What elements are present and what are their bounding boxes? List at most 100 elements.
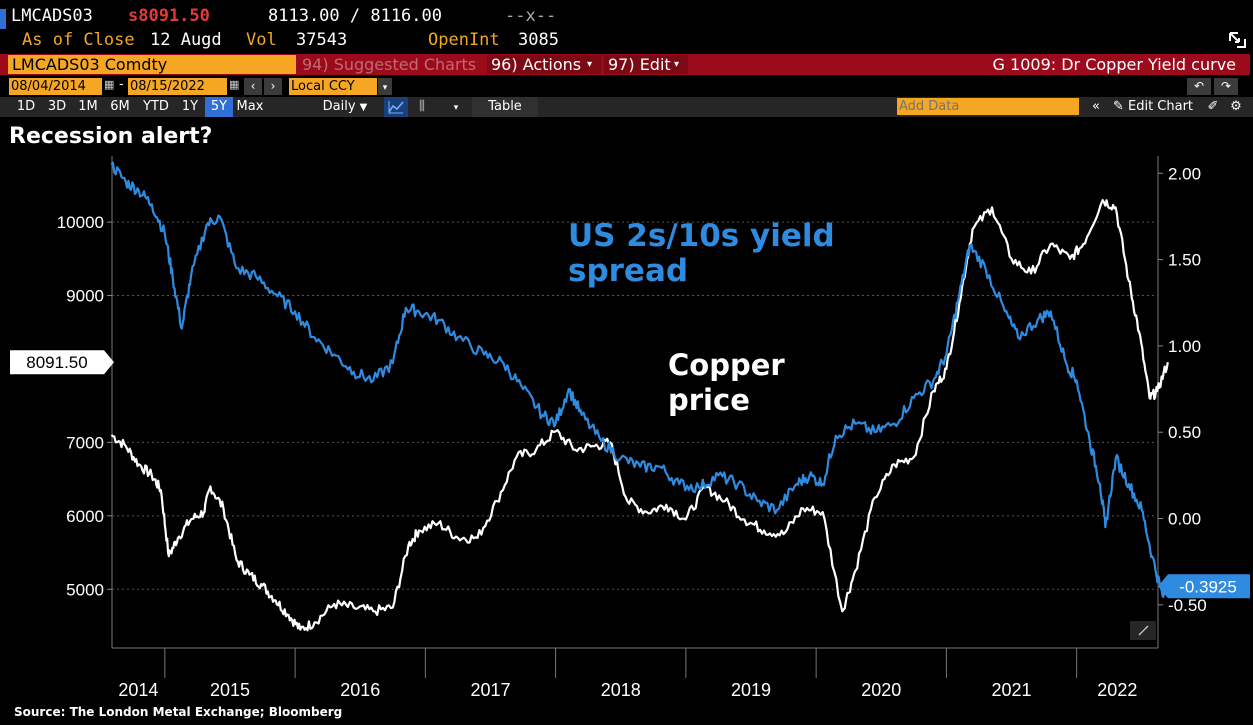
right-tick-label: 0.50 bbox=[1168, 423, 1201, 442]
x-tick-label: 2018 bbox=[601, 680, 641, 700]
right-tick-label: 2.00 bbox=[1168, 164, 1201, 183]
start-date-field[interactable]: 08/04/2014 bbox=[9, 78, 102, 95]
change-value: --x-- bbox=[505, 6, 557, 26]
chart-title: Recession alert? bbox=[9, 124, 213, 149]
left-axis: 10000 9000 7000 6000 5000 8091.50 bbox=[10, 213, 114, 599]
x-tick-label: 2015 bbox=[210, 680, 250, 700]
period-button-1d[interactable]: 1D bbox=[16, 99, 36, 114]
close-info-row: As of Close 12 Augd Vol 37543 OpenInt 30… bbox=[0, 30, 1253, 52]
caret-down-icon: ▾ bbox=[382, 83, 388, 93]
edit-label: 97) Edit bbox=[608, 55, 671, 74]
pencil-icon bbox=[1138, 625, 1149, 636]
x-tick-label: 2020 bbox=[861, 680, 901, 700]
vol-value: 37543 bbox=[296, 30, 348, 50]
currency-field[interactable]: Local CCY bbox=[289, 78, 377, 95]
left-tick-label: 7000 bbox=[66, 433, 104, 452]
actions-label: 96) Actions bbox=[491, 55, 582, 74]
chart-name: G 1009: Dr Copper Yield curve bbox=[992, 55, 1236, 74]
caret-down-icon: ▾ bbox=[453, 103, 459, 113]
actions-button[interactable]: 96) Actions ▾ bbox=[487, 55, 601, 74]
resize-handle[interactable] bbox=[1130, 621, 1156, 640]
redo-button[interactable]: ↷ bbox=[1214, 78, 1238, 95]
security-field[interactable]: LMCADS03 Comdty bbox=[8, 55, 296, 74]
suggested-charts-button[interactable]: 94) Suggested Charts bbox=[302, 55, 477, 74]
as-of-date: 12 Augd bbox=[150, 30, 222, 50]
edit-chart-label: Edit Chart bbox=[1128, 99, 1194, 114]
active-indicator bbox=[0, 9, 6, 29]
x-tick-label: 2014 bbox=[118, 680, 158, 700]
quote-row: LMCADS03 s8091.50 8113.00 / 8116.00 --x-… bbox=[0, 4, 1253, 29]
x-tick-label: 2017 bbox=[470, 680, 510, 700]
date-separator: - bbox=[119, 77, 124, 92]
candlestick-button[interactable]: ⫼ bbox=[410, 97, 434, 117]
double-chevron-left-icon: « bbox=[1092, 99, 1100, 114]
command-toolbar: 94) Suggested Charts 96) Actions ▾ 97) E… bbox=[0, 54, 1250, 75]
spread-last-value-tag bbox=[1158, 574, 1250, 599]
gear-icon: ⚙ bbox=[1230, 99, 1242, 114]
undo-icon: ↶ bbox=[1193, 79, 1205, 93]
frequency-dropdown[interactable]: Daily ▼ bbox=[314, 97, 376, 117]
chevron-left-icon: ‹ bbox=[250, 79, 256, 93]
x-tick-label: 2019 bbox=[731, 680, 771, 700]
edit-chart-button[interactable]: ✎ Edit Chart bbox=[1108, 97, 1198, 117]
left-tick-label: 10000 bbox=[57, 213, 104, 232]
x-tick-label: 2021 bbox=[992, 680, 1032, 700]
x-tick-label: 2016 bbox=[340, 680, 380, 700]
caret-down-icon: ▾ bbox=[674, 59, 680, 70]
settings-button[interactable]: ⚙ bbox=[1226, 97, 1246, 117]
period-button-6m[interactable]: 6M bbox=[110, 99, 130, 114]
popout-icon[interactable] bbox=[1227, 30, 1249, 50]
period-button-1m[interactable]: 1M bbox=[78, 99, 98, 114]
spread-annotation: spread bbox=[568, 253, 688, 289]
period-button-ytd[interactable]: YTD bbox=[143, 99, 169, 114]
undo-button[interactable]: ↶ bbox=[1187, 78, 1211, 95]
right-tick-label: -0.50 bbox=[1168, 596, 1207, 615]
end-date-field[interactable]: 08/15/2022 bbox=[128, 78, 227, 95]
table-button[interactable]: Table bbox=[472, 97, 538, 117]
left-tick-label: 6000 bbox=[66, 507, 104, 526]
copper-annotation: Copper bbox=[668, 348, 785, 382]
period-button-1y[interactable]: 1Y bbox=[181, 99, 199, 114]
copper-last-value-label: 8091.50 bbox=[26, 353, 87, 372]
prev-period-button[interactable]: ‹ bbox=[244, 78, 262, 95]
yield-spread-line bbox=[110, 161, 1169, 598]
series-layer bbox=[110, 161, 1169, 632]
period-button-max[interactable]: Max bbox=[236, 99, 264, 114]
x-axis: 2014 2015 2016 2017 2018 2019 2020 2021 2022 bbox=[118, 648, 1137, 700]
right-tick-label: 1.50 bbox=[1168, 251, 1201, 270]
grid bbox=[111, 156, 1159, 649]
left-tick-label: 5000 bbox=[66, 580, 104, 599]
chart-type-dropdown[interactable]: ▾ bbox=[446, 97, 466, 117]
x-tick-label: 2022 bbox=[1097, 680, 1137, 700]
frequency-label: Daily bbox=[322, 99, 356, 114]
left-tick-label: 9000 bbox=[66, 287, 104, 306]
openint-label: OpenInt bbox=[428, 30, 500, 50]
chart-plot: 10000 9000 7000 6000 5000 8091.50 2.00 1.50 1.0… bbox=[10, 156, 1250, 700]
right-tick-label: 0.00 bbox=[1168, 510, 1201, 529]
calendar-icon[interactable]: ▦ bbox=[229, 78, 240, 91]
period-button-3d[interactable]: 3D bbox=[47, 99, 67, 114]
right-axis: 2.00 1.50 1.00 0.50 0.00 -0.50-0.3925 bbox=[1158, 164, 1250, 615]
spread-last-value-label: -0.3925 bbox=[1179, 577, 1237, 596]
calendar-icon[interactable]: ▦ bbox=[104, 78, 115, 91]
spread-annotation: US 2s/10s yield bbox=[568, 218, 835, 254]
period-button-5y[interactable]: 5Y bbox=[205, 97, 233, 117]
annotate-button[interactable]: ✐ bbox=[1204, 97, 1222, 117]
next-period-button[interactable]: › bbox=[264, 78, 282, 95]
candlestick-icon: ⫼ bbox=[419, 99, 425, 114]
add-data-input[interactable] bbox=[897, 98, 1079, 115]
edit-button[interactable]: 97) Edit ▾ bbox=[604, 55, 688, 74]
source-note: Source: The London Metal Exchange; Bloom… bbox=[14, 705, 343, 719]
caret-down-icon: ▼ bbox=[359, 102, 368, 113]
ticker-label: LMCADS03 bbox=[11, 6, 93, 26]
annotate-icon: ✐ bbox=[1207, 99, 1219, 114]
vol-label: Vol bbox=[246, 30, 277, 50]
last-price: s8091.50 bbox=[128, 6, 210, 26]
copper-annotation: price bbox=[668, 383, 750, 417]
line-chart-button[interactable] bbox=[384, 97, 408, 117]
currency-dropdown[interactable]: ▾ bbox=[378, 78, 392, 95]
as-of-label: As of Close bbox=[22, 30, 135, 50]
collapse-button[interactable]: « bbox=[1086, 97, 1106, 117]
